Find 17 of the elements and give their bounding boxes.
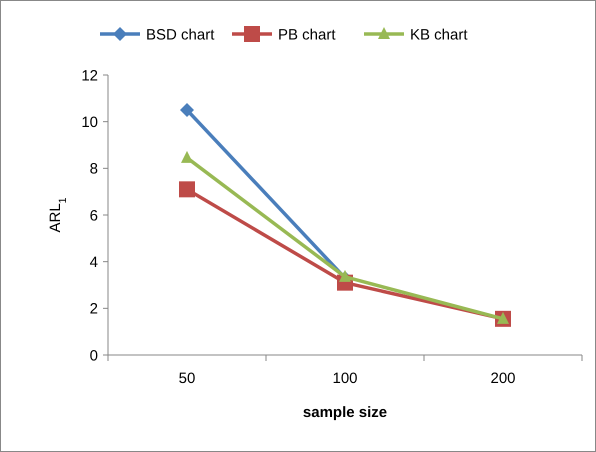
y-tick-label: 6 [90,207,98,224]
x-tick-label: 50 [178,370,196,387]
y-tick-label: 12 [81,67,98,84]
y-tick-label: 4 [90,254,98,271]
x-tick-label: 100 [332,370,358,387]
y-tick-label: 2 [90,300,98,318]
x-tick-label: 200 [490,370,516,387]
y-tick-label: 10 [81,114,98,131]
point [179,181,195,198]
legend-label: BSD chart [146,26,216,44]
y-tick-label: 8 [90,160,98,178]
legend-label: KB chart [410,26,468,44]
y-tick-label: 0 [90,347,98,364]
x-axis-title: sample size [302,404,388,421]
point [339,270,351,282]
legend-label: PB chart [278,26,336,44]
point [180,103,194,117]
